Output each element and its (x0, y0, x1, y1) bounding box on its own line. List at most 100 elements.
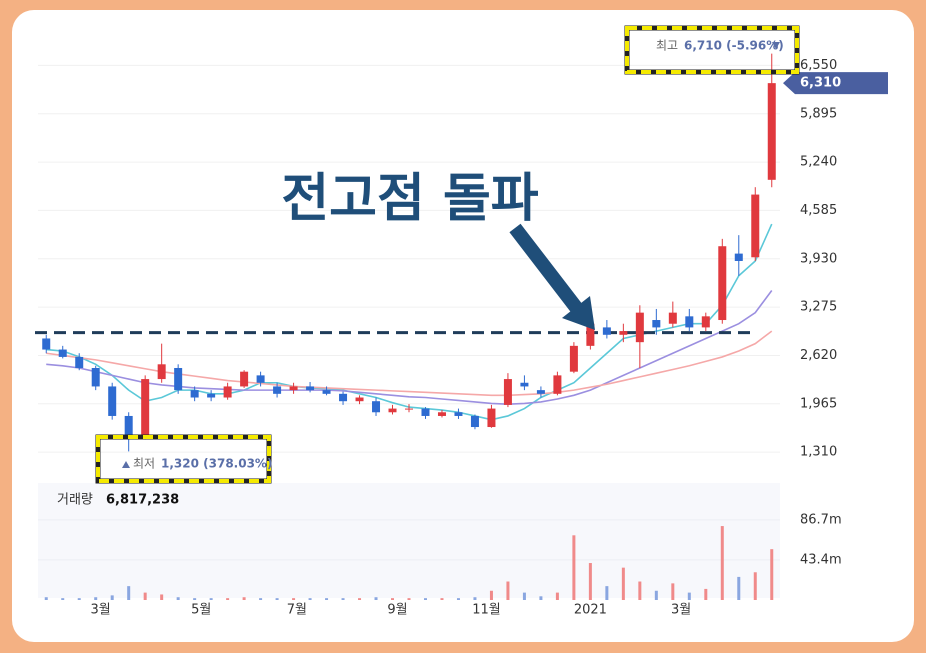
volume-bar (753, 572, 757, 600)
candle-body (569, 345, 578, 372)
volume-bar (506, 581, 510, 600)
x-tick-label: 11월 (472, 603, 501, 618)
volume-bar (704, 588, 708, 600)
highlight-box (96, 435, 271, 483)
candle-body (619, 331, 628, 335)
candle-body (190, 390, 199, 398)
volume-bar (341, 598, 345, 600)
volume-bar (226, 598, 230, 600)
y-tick-label: 1,310 (800, 445, 837, 460)
candle-body (388, 408, 397, 413)
candle-body (322, 390, 331, 394)
volume-bar (440, 598, 444, 600)
candle-body (42, 338, 51, 350)
candle-body (751, 194, 760, 258)
volume-bar (588, 563, 592, 600)
volume-bar (193, 598, 197, 600)
candle-body (602, 327, 611, 335)
down-icon (772, 42, 780, 49)
candle-body (339, 393, 348, 402)
volume-bar (654, 590, 658, 600)
volume-bar (325, 598, 329, 600)
candle-body (503, 379, 512, 405)
arrow-head (562, 296, 595, 330)
candle-body (273, 386, 282, 394)
volume-bar (720, 526, 724, 600)
candle-body (405, 408, 413, 410)
moving-average (46, 290, 773, 405)
volume-bar (127, 586, 131, 600)
candle-body (718, 246, 727, 321)
volume-bar (621, 567, 625, 600)
moving-average (46, 330, 773, 397)
volume-bar (539, 596, 543, 600)
low-text: 1,320 (378.03%) (161, 457, 272, 471)
candle-body (454, 412, 463, 416)
volume-bar (160, 594, 164, 600)
volume-bar (242, 597, 246, 600)
volume-bar (572, 535, 576, 600)
volume-bar (638, 581, 642, 600)
y-tick-label: 6,550 (800, 58, 837, 73)
candle-body (767, 83, 776, 180)
candle-body (586, 323, 595, 346)
volume-bar (473, 597, 477, 600)
candle-body (437, 412, 446, 416)
x-tick-label: 2021 (574, 603, 607, 618)
volume-bar (489, 590, 493, 600)
y-tick-label: 4,585 (800, 203, 837, 218)
y-tick-label: 3,275 (800, 300, 837, 315)
low-label: 최저 (133, 457, 155, 471)
volume-title: 거래량 (57, 493, 93, 508)
volume-bar (292, 598, 296, 600)
candle-body (207, 393, 216, 398)
volume-bar (423, 598, 427, 600)
volume-bar (671, 583, 675, 600)
candle-body (685, 316, 694, 328)
x-tick-label: 3월 (91, 603, 111, 618)
volume-latest: 6,817,238 (106, 493, 179, 508)
candle-body (124, 415, 133, 439)
headline: 전고점 돌파 (281, 169, 538, 229)
candle-body (553, 375, 562, 394)
y-tick-label: 43.4m (800, 552, 842, 567)
volume-bar (61, 598, 65, 600)
candle-body (240, 371, 249, 387)
candle-body (421, 408, 430, 416)
x-tick-label: 5월 (191, 603, 211, 618)
volume-bar (275, 598, 279, 600)
volume-bar (94, 597, 98, 600)
price-badge (783, 72, 888, 95)
high-text: 6,710 (-5.96%) (684, 39, 784, 53)
volume-bar (522, 592, 526, 600)
candle-body (58, 349, 67, 357)
volume-bar (44, 597, 48, 600)
volume-bar (110, 595, 114, 600)
candle-body (487, 408, 496, 428)
price-badge-label: 6,310 (800, 76, 841, 91)
volume-bar (555, 592, 559, 600)
y-tick-label: 1,965 (800, 396, 837, 411)
volume-bar (374, 597, 378, 600)
x-tick-label: 3월 (671, 603, 691, 618)
candle-body (141, 379, 150, 439)
candle-body (75, 356, 84, 368)
x-tick-label: 7월 (287, 603, 307, 618)
candle-body (157, 364, 166, 380)
volume-bar (407, 598, 411, 600)
candle-body (91, 367, 100, 387)
volume-bar (456, 598, 460, 600)
arrow (509, 223, 584, 315)
y-tick-label: 86.7m (800, 512, 842, 527)
volume-bar (605, 586, 609, 600)
candle-body (108, 386, 117, 416)
volume-bar (687, 592, 691, 600)
candle-body (256, 375, 265, 383)
candle-body (289, 386, 298, 391)
candle-body (372, 401, 381, 413)
volume-bar (143, 592, 147, 600)
volume-bar (77, 598, 81, 600)
candle-body (536, 390, 545, 394)
candle-body (652, 320, 661, 328)
